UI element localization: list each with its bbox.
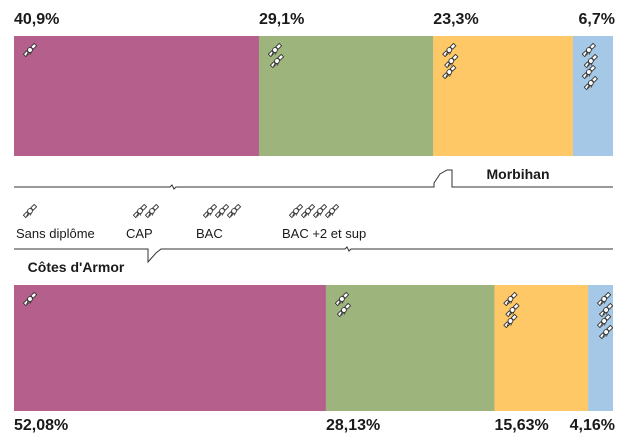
legend-item-bac2: BAC +2 et sup: [282, 203, 366, 241]
morbihan-separator: [14, 169, 613, 190]
pct-label-cotes-armor-cap: 28,13%: [326, 417, 380, 434]
legend-label-bac: BAC: [196, 226, 223, 241]
diploma-icon: [324, 203, 340, 219]
pct-label-cotes-armor-sans-diplome: 52,08%: [14, 417, 68, 434]
bar-morbihan-cap: [258, 36, 434, 156]
bars: 40,9% 29,1% 23,3% 6,7% 52,08% 28,13% 15,63% 4,1…: [14, 11, 615, 434]
bar-morbihan-bac2: [572, 36, 613, 156]
legend-item-cap: CAP: [126, 203, 160, 241]
bar-row-morbihan: 40,9% 29,1% 23,3% 6,7%: [14, 11, 615, 156]
pct-label-cotes-armor-bac2: 4,16%: [570, 417, 615, 434]
region-label-morbihan: Morbihan: [487, 166, 550, 182]
diploma-icon: [132, 203, 148, 219]
bar-morbihan-sans-diplome: [14, 36, 259, 156]
legend-label-sans-diplome: Sans diplôme: [16, 226, 95, 241]
cotes-armor-separator: [14, 246, 613, 264]
legend-label-bac2: BAC +2 et sup: [282, 226, 366, 241]
diploma-icon: [214, 203, 230, 219]
legend-label-cap: CAP: [126, 226, 153, 241]
bar-morbihan-bac: [433, 36, 573, 156]
bar-cotes-armor-bac: [494, 285, 589, 411]
bar-cotes-armor-sans-diplome: [14, 285, 326, 411]
diploma-icon: [22, 203, 38, 219]
bar-row-cotes-armor: 52,08% 28,13% 15,63% 4,16%: [14, 285, 615, 434]
bar-cotes-armor-cap: [325, 285, 495, 411]
legend: Sans diplôme CAP BAC BAC +2 et sup: [16, 203, 366, 241]
diploma-icon: [202, 203, 218, 219]
diploma-icon: [144, 203, 160, 219]
diploma-icon: [312, 203, 328, 219]
region-label-cotes-armor: Côtes d'Armor: [28, 259, 125, 275]
pct-label-morbihan-bac: 23,3%: [433, 11, 478, 28]
legend-item-bac: BAC: [196, 203, 242, 241]
pct-label-morbihan-bac2: 6,7%: [579, 11, 615, 28]
legend-item-sans-diplome: Sans diplôme: [16, 203, 95, 241]
diploma-icon: [288, 203, 304, 219]
diploma-icon: [300, 203, 316, 219]
pct-label-morbihan-sans-diplome: 40,9%: [14, 11, 59, 28]
pct-label-morbihan-cap: 29,1%: [259, 11, 304, 28]
pct-label-cotes-armor-bac: 15,63%: [494, 417, 548, 434]
diploma-icon: [226, 203, 242, 219]
